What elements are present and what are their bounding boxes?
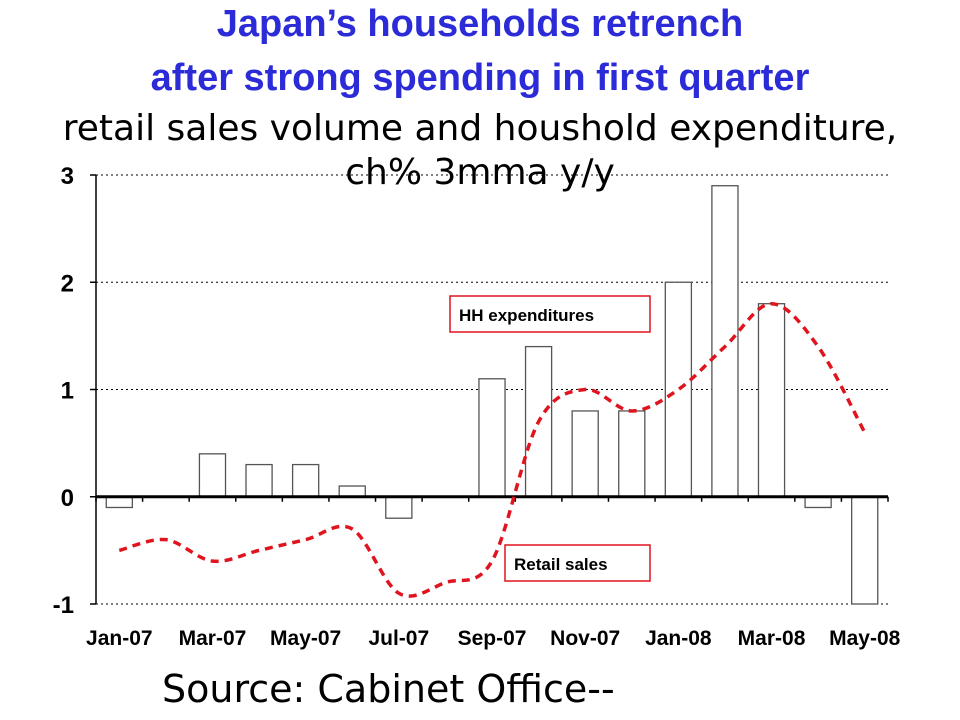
expenditure-bar [478, 378, 506, 498]
x-tick-label: Nov-07 [550, 627, 620, 650]
gridlines [96, 174, 888, 605]
expenditure-bar [198, 453, 227, 498]
source-note: Source: Cabinet Office-- [162, 667, 615, 711]
hh-expenditures-label: HH expenditures [459, 306, 594, 325]
expenditure-bar [664, 281, 693, 498]
retail-sales-line [118, 301, 867, 598]
expenditure-bar [245, 463, 273, 498]
chart-title-line-1: Japan’s households retrench [216, 3, 744, 45]
expenditure-bar [804, 496, 832, 509]
x-tick-label: May-08 [829, 627, 901, 650]
x-tick-label: Jan-08 [645, 627, 712, 650]
expenditure-bar [571, 410, 599, 498]
expenditure-bar [618, 410, 646, 498]
expenditure-bar [851, 496, 879, 605]
x-tick-label: Mar-07 [179, 627, 247, 650]
expenditure-bar [291, 463, 320, 498]
expenditure-bar [757, 303, 786, 498]
expenditure-bar [338, 485, 366, 498]
y-tick-labels: -1 0 1 2 3 [53, 163, 96, 619]
hh-expenditures-label-box: HH expenditures [449, 295, 651, 333]
x-tick-label: Mar-08 [738, 627, 806, 650]
x-tick-label: Jul-07 [368, 627, 429, 650]
chart-subtitle-line-2: ch% 3mma y/y [345, 152, 615, 193]
chart-title-line-2: after strong spending in first quarter [150, 57, 810, 99]
y-tick-label: 0 [61, 485, 74, 512]
retail-sales-label: Retail sales [514, 555, 608, 574]
x-tick-label: May-07 [270, 627, 341, 650]
y-tick-label: -1 [53, 592, 74, 619]
expenditure-bar [711, 185, 739, 498]
y-tick-label: 3 [61, 163, 74, 190]
chart-subtitle-line-1: retail sales volume and houshold expendi… [62, 108, 898, 149]
expenditure-bar [105, 496, 133, 509]
x-tick-labels: Jan-07 Mar-07 May-07 Jul-07 Sep-07 Nov-07 Jan-… [86, 627, 901, 650]
y-tick-label: 1 [61, 378, 74, 405]
retail-sales-label-box: Retail sales [504, 544, 651, 582]
x-tick-label: Jan-07 [86, 627, 153, 650]
expenditure-bars [105, 185, 879, 605]
expenditure-bar [385, 496, 413, 519]
y-tick-label: 2 [61, 270, 74, 297]
x-tick-label: Sep-07 [458, 627, 527, 650]
